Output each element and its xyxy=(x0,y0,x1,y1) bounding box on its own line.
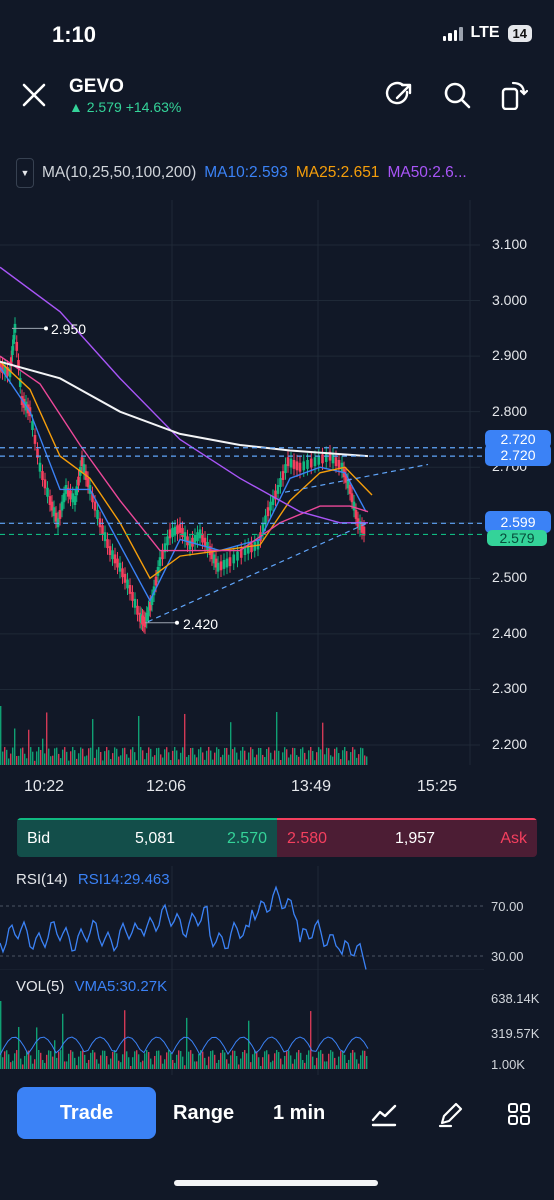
price-tick: 2.400 xyxy=(492,624,528,641)
caret-down-icon: ▼ xyxy=(20,168,30,178)
signal-icon xyxy=(442,25,463,41)
time-tick: 10:22 xyxy=(24,778,65,795)
quote-summary: ▲ 2.579 +14.63% xyxy=(69,99,181,115)
price-tag-hidden: 2.720 xyxy=(485,430,551,448)
last-price-tag: 2.579 xyxy=(487,530,547,546)
ma25-value: MA25:2.651 xyxy=(295,164,380,181)
bid-label: Bid xyxy=(27,829,51,847)
ma-indicator-row: ▼ MA(10,25,50,100,200) MA10:2.593 MA25:2… xyxy=(16,158,467,188)
up-triangle-icon: ▲ xyxy=(69,99,83,115)
time-tick: 13:49 xyxy=(291,778,332,795)
bid-panel[interactable]: Bid 5,081 2.570 xyxy=(17,818,277,857)
status-time: 1:10 xyxy=(52,22,97,47)
grid-menu-icon[interactable] xyxy=(506,1101,532,1127)
price-tag-2720: 2.720 xyxy=(485,444,551,466)
vma-value: VMA5:30.27K xyxy=(74,978,168,995)
price-change: +14.63% xyxy=(125,99,182,115)
interval-button[interactable]: 1 min xyxy=(273,1102,326,1124)
vol-tick: 1.00K xyxy=(491,1057,525,1072)
ask-label: Ask xyxy=(500,829,527,847)
status-icons: LTE 14 xyxy=(442,24,532,42)
network-label: LTE xyxy=(470,24,500,41)
trade-button[interactable]: Trade xyxy=(17,1087,156,1139)
vol-tick: 319.57K xyxy=(491,1026,540,1041)
ask-panel[interactable]: 2.580 1,957 Ask xyxy=(277,818,537,857)
search-icon[interactable] xyxy=(442,80,472,110)
price-tick: 2.200 xyxy=(492,735,528,752)
rsi-chart[interactable] xyxy=(0,866,554,970)
price-tick: 2.900 xyxy=(492,347,528,363)
vol-tick: 638.14K xyxy=(491,991,540,1006)
volume-chart[interactable] xyxy=(0,970,554,1075)
share-icon[interactable] xyxy=(385,80,415,110)
indicator-icon[interactable] xyxy=(370,1100,398,1128)
bid-size: 5,081 xyxy=(135,829,176,847)
time-tick: 12:06 xyxy=(146,778,187,795)
time-tick: 15:25 xyxy=(417,778,458,795)
bid-price: 2.570 xyxy=(226,829,267,847)
rsi-tick: 70.00 xyxy=(491,899,524,914)
ask-size: 1,957 xyxy=(395,829,436,847)
price-chart[interactable] xyxy=(0,200,554,800)
price-tick: 2.800 xyxy=(492,402,528,419)
ma50-value: MA50:2.6... xyxy=(387,164,467,181)
vol-header: VOL(5) VMA5:30.27K xyxy=(16,978,167,995)
rsi-value: RSI14:29.463 xyxy=(77,871,170,888)
bid-ask-bar: Bid 5,081 2.570 2.580 1,957 Ask xyxy=(17,818,537,857)
rsi-tick: 30.00 xyxy=(491,949,524,964)
price-tag-2599: 2.599 xyxy=(485,511,551,533)
close-icon[interactable] xyxy=(19,80,49,110)
battery-icon: 14 xyxy=(507,24,532,42)
symbol-title: GEVO xyxy=(69,76,124,97)
price-tick: 3.100 xyxy=(492,236,528,252)
last-price: 2.579 xyxy=(86,99,122,115)
vol-label: VOL(5) xyxy=(16,978,65,995)
range-button[interactable]: Range xyxy=(173,1102,235,1124)
high-annotation: 2.950 xyxy=(51,321,87,337)
price-tick: 2.300 xyxy=(492,680,528,696)
home-indicator xyxy=(174,1180,378,1186)
rotate-screen-icon[interactable] xyxy=(498,80,528,110)
low-annotation: 2.420 xyxy=(183,616,219,632)
price-tick: 3.000 xyxy=(492,291,528,308)
ma-label: MA(10,25,50,100,200) xyxy=(42,164,197,181)
ma10-value: MA10:2.593 xyxy=(204,164,288,181)
ma-dropdown-toggle[interactable]: ▼ xyxy=(16,158,34,188)
rsi-header: RSI(14) RSI14:29.463 xyxy=(16,871,170,888)
rsi-label: RSI(14) xyxy=(16,871,68,888)
price-tick: 2.500 xyxy=(492,569,528,585)
draw-pencil-icon[interactable] xyxy=(437,1100,465,1128)
ask-price: 2.580 xyxy=(287,829,328,847)
